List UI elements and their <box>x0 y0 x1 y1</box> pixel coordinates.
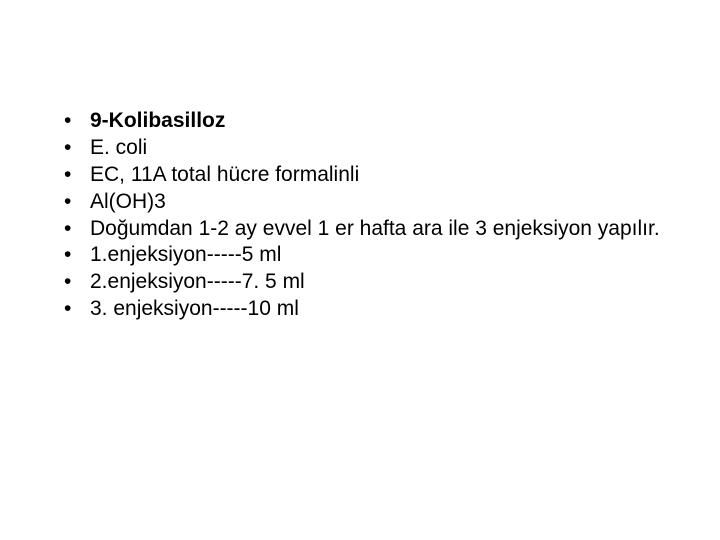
list-item: Doğumdan 1-2 ay evvel 1 er hafta ara ile… <box>54 216 666 243</box>
list-item: 3. enjeksiyon-----10 ml <box>54 296 666 323</box>
list-item: 9-Kolibasilloz <box>54 108 666 135</box>
list-item: E. coli <box>54 135 666 162</box>
list-item: 1.enjeksiyon-----5 ml <box>54 242 666 269</box>
bullet-text: 3. enjeksiyon-----10 ml <box>90 297 299 320</box>
bullet-text: Al(OH)3 <box>90 190 166 213</box>
bullet-text: Doğumdan 1-2 ay evvel 1 er hafta ara ile… <box>90 217 660 240</box>
list-item: EC, 11A total hücre formalinli <box>54 162 666 189</box>
slide: 9-Kolibasilloz E. coli EC, 11A total hüc… <box>0 0 720 540</box>
bullet-text: E. coli <box>90 136 147 159</box>
bullet-text: EC, 11A total hücre formalinli <box>90 163 359 186</box>
bullet-text: 1.enjeksiyon-----5 ml <box>90 243 281 266</box>
bullet-text: 2.enjeksiyon-----7. 5 ml <box>90 270 305 293</box>
list-item: Al(OH)3 <box>54 189 666 216</box>
bullet-list: 9-Kolibasilloz E. coli EC, 11A total hüc… <box>54 108 666 323</box>
bullet-text: 9-Kolibasilloz <box>90 109 225 132</box>
list-item: 2.enjeksiyon-----7. 5 ml <box>54 269 666 296</box>
